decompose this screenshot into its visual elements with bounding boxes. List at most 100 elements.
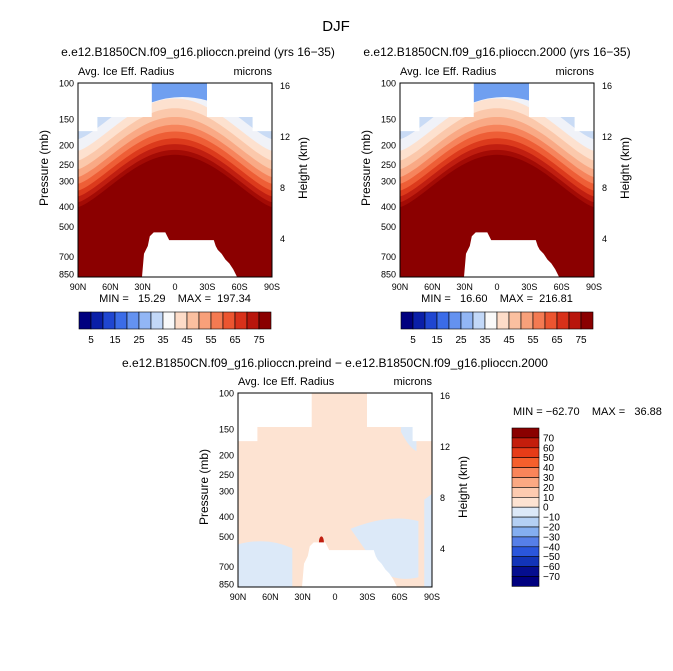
colorbar-box [511, 566, 540, 577]
colorbar-box [511, 516, 540, 528]
contour-band [350, 518, 419, 579]
colorbar-box [532, 311, 546, 330]
colorbar-box [568, 311, 582, 330]
plot-area [237, 392, 433, 588]
mask-region [529, 83, 594, 132]
colorbar-label: 30 [543, 473, 555, 484]
colorbar-box [210, 311, 224, 330]
colorbar-box [580, 311, 594, 330]
y-tick-label: 100 [219, 389, 234, 399]
x-tick-label: 0 [494, 282, 499, 292]
y-tick-label: 500 [219, 532, 234, 542]
colorbar-box [511, 467, 540, 478]
colorbar-box [511, 457, 540, 468]
y-tick-label: 200 [381, 140, 396, 150]
x-tick-label: 90S [424, 592, 440, 602]
y-right-tick-label: 8 [280, 183, 285, 193]
x-tick-label: 90N [70, 282, 87, 292]
colorbar-box [484, 311, 498, 330]
colorbar-box [412, 311, 426, 330]
panel-subtitle: Avg. Ice Eff. Radius [238, 376, 335, 388]
plot-frame [237, 392, 433, 588]
colorbar-label: 25 [133, 335, 145, 346]
panel-title: e.e12.B1850CN.f09_g16.plioccn.preind − e… [122, 356, 548, 370]
y-right-tick-label: 4 [440, 544, 445, 554]
contour-band [78, 154, 272, 277]
colorbar-box [511, 506, 540, 518]
panel-subtitle: Avg. Ice Eff. Radius [78, 66, 175, 78]
y-tick-label: 250 [381, 160, 396, 170]
colorbar-label: −30 [543, 532, 560, 543]
colorbar-box [511, 427, 540, 439]
colorbar-label: 40 [543, 463, 555, 474]
y-tick-label: 500 [59, 222, 74, 232]
colorbar-box [496, 311, 510, 330]
y-right-tick-label: 12 [280, 132, 290, 142]
colorbar-box [511, 487, 540, 498]
x-tick-label: 90S [586, 282, 602, 292]
colorbar-label: 55 [205, 335, 217, 346]
x-tick-label: 30N [294, 592, 311, 602]
y-tick-label: 200 [219, 450, 234, 460]
y-axis-label: Pressure (mb) [37, 130, 51, 206]
colorbar-label: 35 [479, 335, 491, 346]
plot-frame [77, 82, 273, 278]
y-right-tick-label: 12 [602, 132, 612, 142]
contour-fill [78, 83, 272, 277]
colorbar-box [448, 311, 462, 330]
y-tick-label: 400 [381, 202, 396, 212]
panel-title: e.e12.B1850CN.f09_g16.plioccn.preind (yr… [61, 45, 335, 59]
colorbar-box [258, 311, 272, 330]
topography-mask [464, 232, 560, 277]
colorbar-box [424, 311, 438, 330]
topography-mask [307, 559, 378, 587]
panel-preind: e.e12.B1850CN.f09_g16.plioccn.preind (yr… [37, 45, 335, 305]
panel-units: microns [393, 376, 432, 388]
colorbar-label: 60 [543, 443, 555, 454]
y-axis-right-label: Height (km) [456, 456, 470, 518]
colorbar-box [114, 311, 128, 330]
y-tick-label: 700 [219, 562, 234, 572]
colorbar-label: −60 [543, 562, 560, 573]
colorbar-box [520, 311, 534, 330]
panel-title: e.e12.B1850CN.f09_g16.plioccn.2000 (yrs … [363, 45, 630, 59]
contour-band [424, 493, 432, 587]
colorbar-box [90, 311, 104, 330]
contour-band [400, 154, 594, 277]
y-tick-label: 500 [381, 222, 396, 232]
contour-band [151, 83, 208, 103]
colorbar-label: 0 [543, 503, 549, 514]
y-tick-label: 850 [219, 579, 234, 589]
colorbar-label: −10 [543, 513, 560, 524]
x-tick-label: 30N [134, 282, 151, 292]
contour-fill [400, 83, 594, 277]
x-tick-label: 30S [521, 282, 537, 292]
colorbar-box [174, 311, 188, 330]
y-right-tick-label: 16 [280, 81, 290, 91]
y-tick-label: 850 [59, 269, 74, 279]
y-right-tick-label: 4 [602, 234, 607, 244]
colorbar-box [556, 311, 570, 330]
y-axis-right-label: Height (km) [618, 137, 632, 199]
panel-subtitle: Avg. Ice Eff. Radius [400, 66, 497, 78]
colorbar-label: 35 [157, 335, 169, 346]
contour-band [238, 541, 293, 587]
colorbar-box [511, 556, 540, 567]
colorbar-box [162, 311, 176, 330]
x-tick-label: 60N [102, 282, 119, 292]
colorbar-label: 65 [229, 335, 241, 346]
mask-region [400, 83, 474, 132]
colorbar-box [400, 311, 414, 330]
colorbar-box [511, 477, 540, 488]
plot-frame [399, 82, 595, 278]
y-right-tick-label: 8 [440, 493, 445, 503]
y-tick-label: 300 [219, 487, 234, 497]
colorbar-box [508, 311, 522, 330]
min-max-text: MIN = −62.70 MAX = 36.88 [513, 406, 662, 418]
colorbar-box [511, 496, 540, 508]
y-tick-label: 150 [59, 115, 74, 125]
y-tick-label: 850 [381, 269, 396, 279]
y-axis-label: Pressure (mb) [197, 449, 211, 525]
y-tick-label: 100 [59, 79, 74, 89]
plot-area [399, 82, 595, 278]
